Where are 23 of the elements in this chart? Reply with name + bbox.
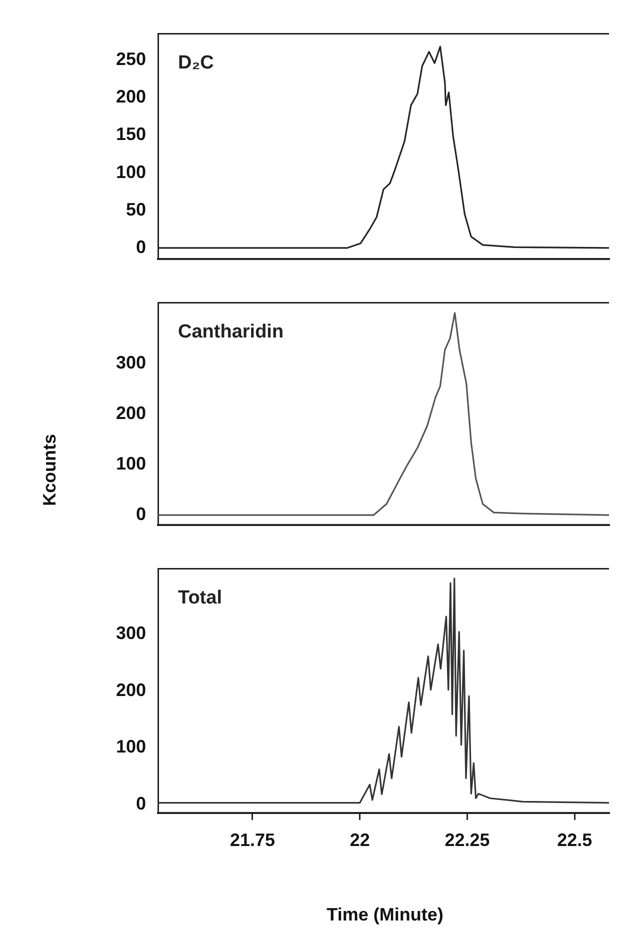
y-tick-label: 150 xyxy=(116,124,146,144)
y-tick-label: 250 xyxy=(116,49,146,70)
y-axis-title: Kcounts xyxy=(40,434,60,506)
y-tick-label: 100 xyxy=(116,454,146,474)
y-tick-label: 200 xyxy=(116,86,146,107)
y-tick-label: 100 xyxy=(116,736,146,757)
y-tick-label: 0 xyxy=(136,236,146,257)
text: Cantharidin xyxy=(178,322,284,343)
text: Total xyxy=(178,588,222,609)
x-axis-title: Time (Minute) xyxy=(326,904,444,926)
y-tick-label: 300 xyxy=(116,623,146,644)
x-tick-label: 22.5 xyxy=(557,830,592,850)
y-tick-label: 100 xyxy=(116,162,146,182)
y-tick-label: 0 xyxy=(136,793,146,814)
y-tick-label: 0 xyxy=(136,504,146,524)
x-tick-label: 22 xyxy=(350,830,370,850)
x-tick-label: 22.25 xyxy=(444,830,490,850)
x-tick-label: 21.75 xyxy=(230,830,276,850)
y-tick-label: 300 xyxy=(116,352,146,372)
y-tick-label: 200 xyxy=(116,402,146,423)
y-tick-label: 50 xyxy=(126,199,146,220)
text: D₂C xyxy=(178,52,214,74)
y-tick-label: 200 xyxy=(116,680,146,700)
